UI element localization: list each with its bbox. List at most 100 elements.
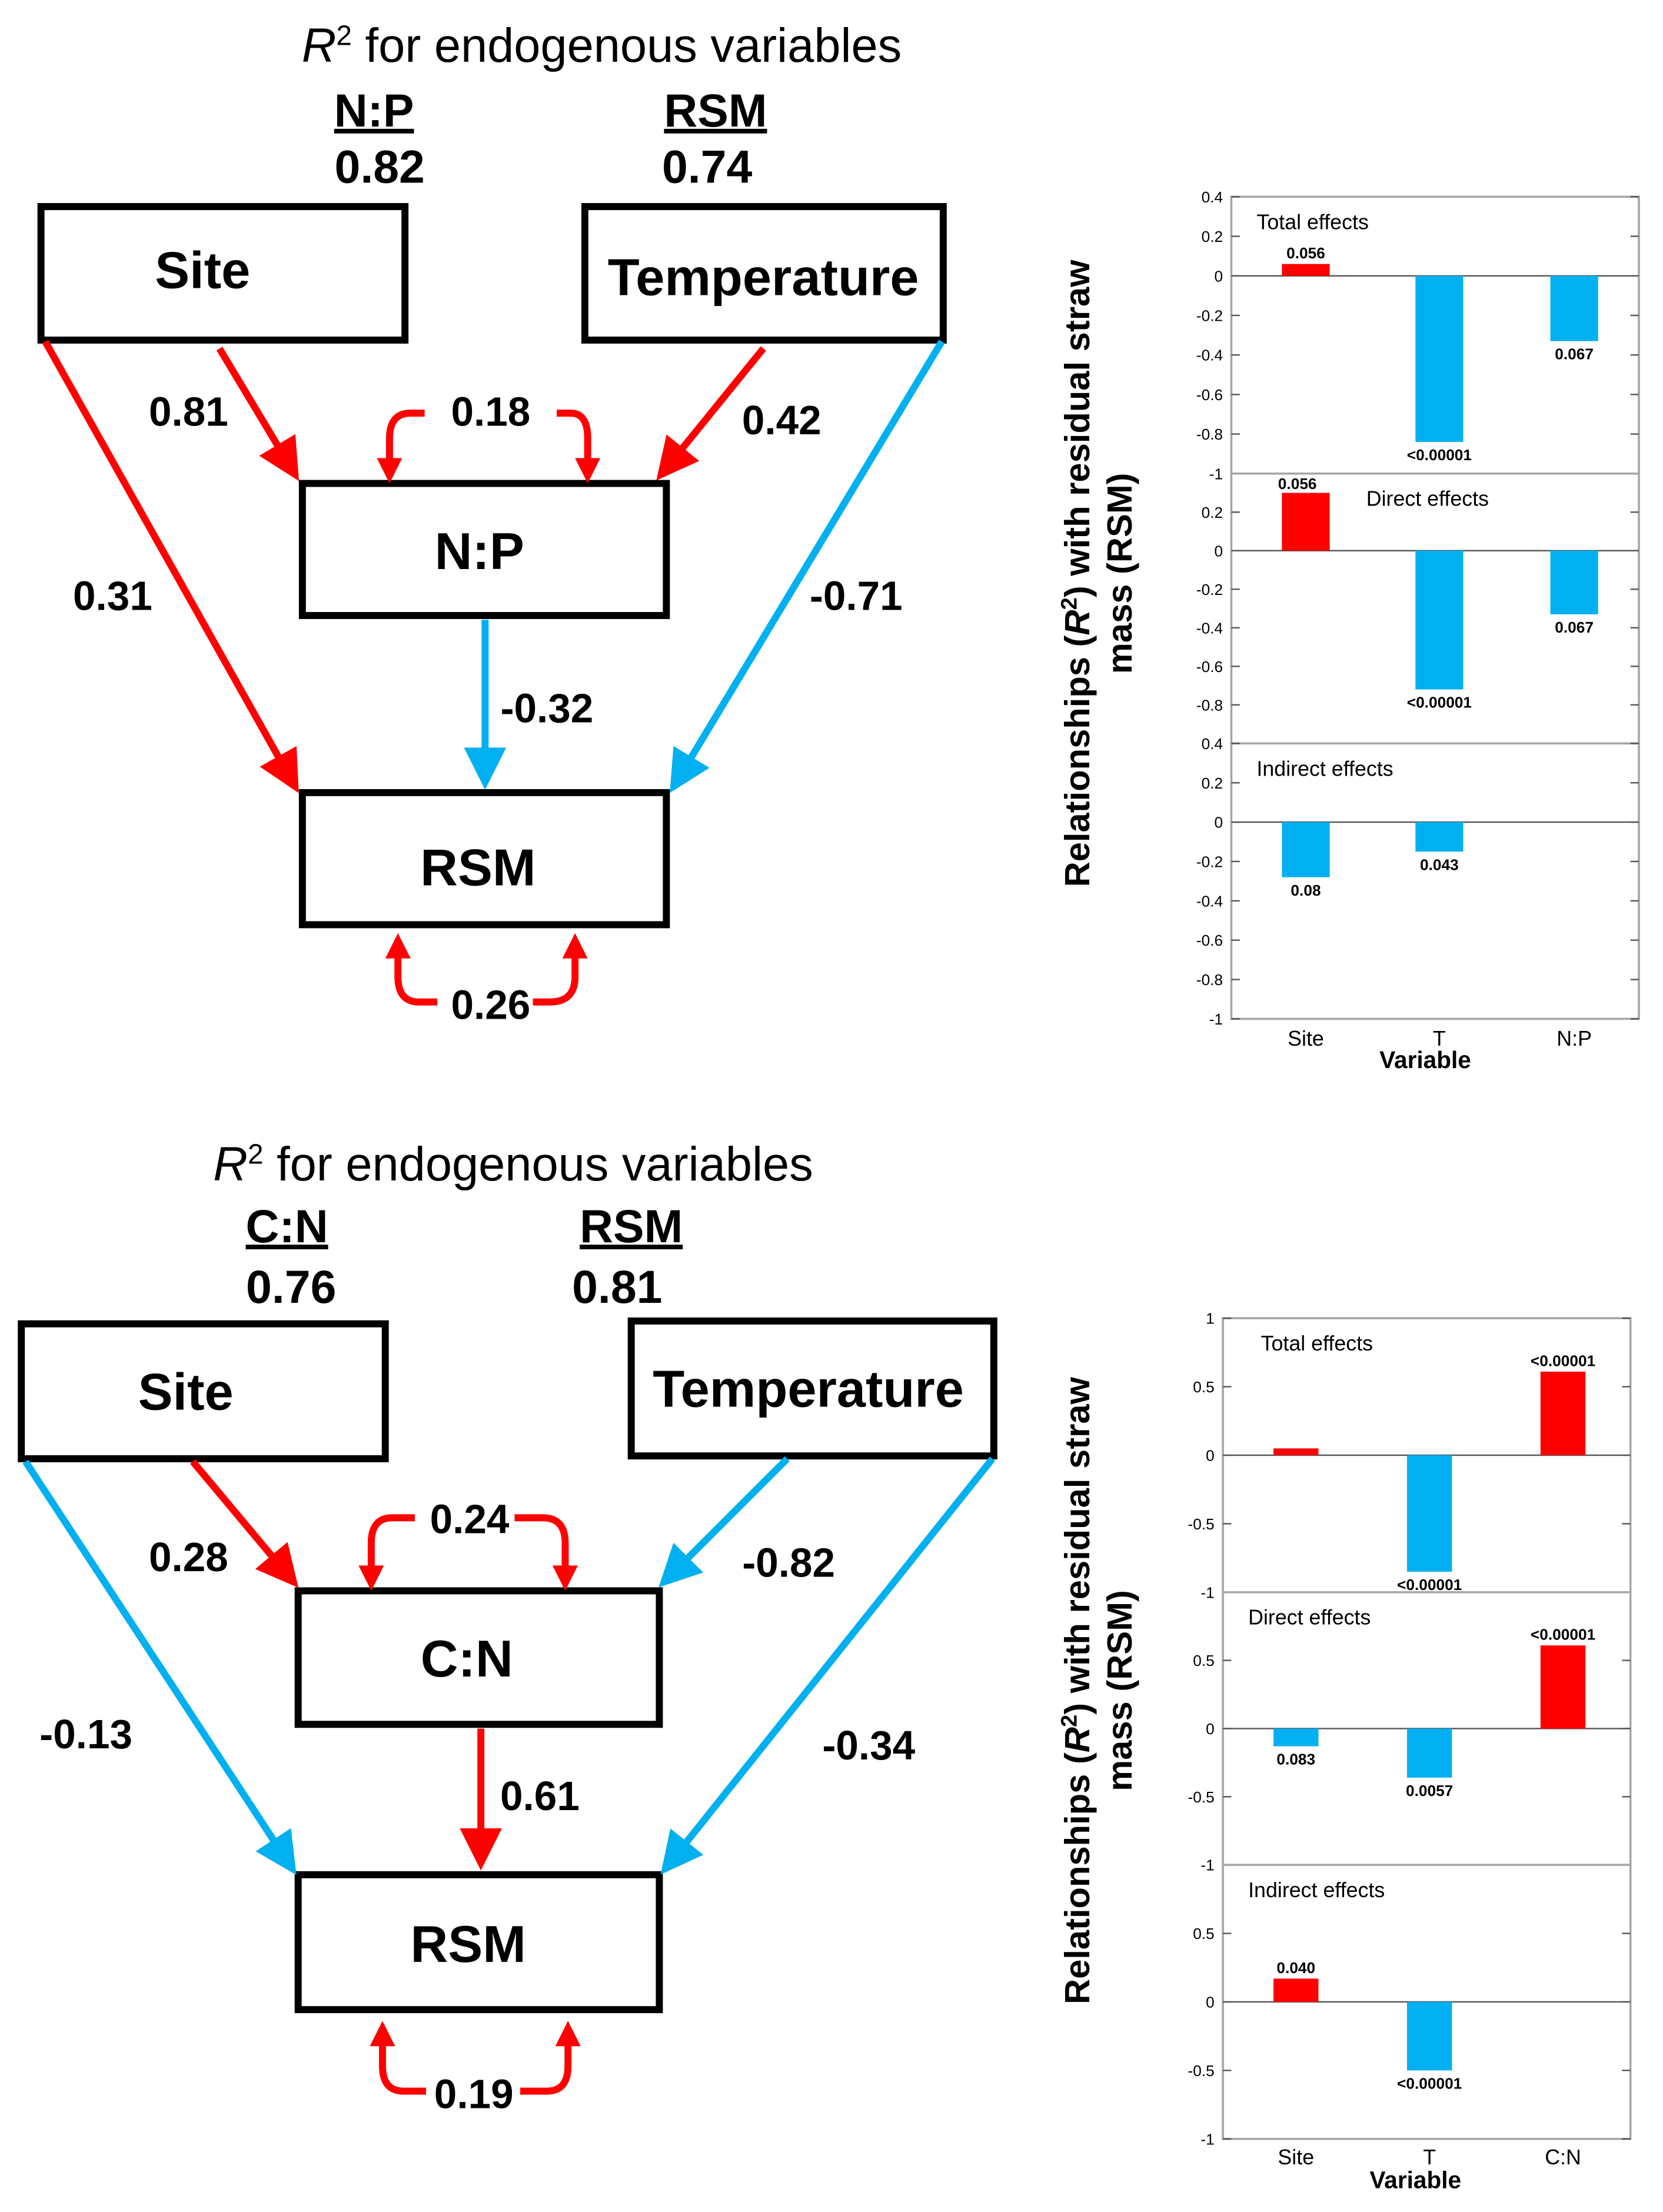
x-tick-label: C:N [1545,2146,1581,2169]
x-tick-label: T [1423,2146,1436,2169]
coef-mediator-loop: 0.24 [430,1496,510,1542]
r2-title-r: R [213,1138,248,1191]
bar-label: 0.08 [1291,882,1321,899]
y-axis-label: Relationships (R2) with residual straw [1057,260,1097,887]
y-axis-label-post: ) with residual straw [1057,1376,1097,1714]
y-axis-label-r: R [1057,1727,1097,1752]
effects-chart-2: 1 0.5 0 -0.5 -1 Total effects <0.00001 <0.00001… [1057,1310,1632,2193]
x-tick-label: N:P [1556,1027,1592,1050]
coef-temp-to-rsm: -0.71 [810,573,903,618]
coef-mediator-to-rsm: 0.61 [500,1773,580,1819]
y-tick-label: -1 [1200,2130,1214,2148]
y-tick-label: -0.5 [1188,1788,1215,1806]
coef-site-to-mediator: 0.81 [149,389,228,435]
bar-t [1415,275,1464,443]
arrow-temp-to-rsm [670,340,945,793]
y-tick-label: -0.2 [1196,581,1223,598]
y-tick-label: -1 [1200,1584,1214,1601]
bar-label: <0.00001 [1531,1352,1595,1369]
bar-t [1415,822,1464,852]
y-tick-label: -0.8 [1196,971,1223,989]
loop-arrow-rsm-heads [385,933,588,959]
bar-label: 0.043 [1420,856,1459,873]
subplot-indirect-effects: 0.5 0 -0.5 -1 Indirect effects 0.040 <0.00001 [1188,1864,1632,2148]
site-box-label: Site [155,241,250,300]
subplot-indirect-effects: 0.4 0.2 0 -0.2 -0.4 -0.6 -0.8 -1 Indirect effect… [1196,735,1640,1028]
subplot-title: Direct effects [1248,1606,1371,1629]
bar-np [1550,550,1598,614]
bar-np [1550,275,1598,341]
coef-site-to-rsm: -0.13 [39,1711,132,1757]
subplot-direct-effects: 0.5 0 -0.5 -1 Direct effects 0.083 0.0057 <0.00… [1188,1591,1632,1874]
y-tick-label: -0.2 [1196,853,1223,871]
y-axis-label-sup: 2 [1057,597,1082,610]
y-axis-label: Relationships (R2) with residual straw [1057,1376,1097,2004]
bar-label: <0.00001 [1397,1576,1462,1594]
arrow-site-to-mediator [189,1459,299,1588]
bar-label: <0.00001 [1407,694,1472,711]
r2-value-rsm: 0.74 [662,141,753,192]
arrow-temp-to-mediator [656,346,766,481]
bar-label-site-total: 0.056 [1278,475,1317,493]
subplot-total-effects: 1 0.5 0 -0.5 -1 Total effects <0.00001 <0.00001 [1188,1310,1632,1601]
y-tick-label: -0.8 [1196,696,1223,714]
y-tick-label: 0.4 [1202,188,1223,206]
subplot-title: Total effects [1261,1332,1373,1355]
coef-mediator-to-rsm: -0.32 [500,686,593,731]
coef-temp-to-mediator: -0.82 [742,1540,835,1586]
x-tick-label: Site [1278,2146,1314,2169]
bar-site [1282,264,1330,276]
bar-label: 0.040 [1276,1959,1315,1977]
bar-cn [1540,1645,1586,1729]
subplot-title: Indirect effects [1248,1878,1385,1902]
mediator-box-label: N:P [435,522,524,580]
y-tick-label: -0.6 [1196,386,1223,404]
y-tick-label: 0 [1206,1447,1215,1465]
r2-label-rsm: RSM [580,1200,683,1252]
x-axis-label: Variable [1369,2166,1461,2193]
subplot-title: Direct effects [1366,487,1489,511]
loop-arrow-rsm [394,944,579,1006]
arrow-site-to-mediator [216,347,300,481]
coef-temp-to-rsm: -0.34 [822,1722,915,1768]
y-tick-label: 0.5 [1193,1925,1215,1942]
plot-frame [1230,742,1640,1020]
bar-site [1282,822,1330,877]
r2-title-sup: 2 [248,1139,264,1170]
y-tick-label: 0.2 [1202,504,1223,521]
y-tick-label: -1 [1209,1010,1223,1028]
r2-value-mediator: 0.82 [335,141,425,192]
coef-site-to-mediator: 0.28 [149,1534,228,1580]
bar-t [1406,1455,1452,1572]
y-tick-label: 0 [1206,1994,1215,2011]
y-tick-label: -0.4 [1196,892,1223,910]
r2-value-mediator: 0.76 [246,1261,336,1313]
bar-site [1273,1978,1319,2002]
y-tick-label: 0.4 [1202,735,1223,753]
bar-label: 0.067 [1555,345,1594,363]
rsm-box [298,789,670,929]
loop-arrow-mediator-heads [358,1565,578,1591]
coef-mediator-loop: 0.18 [451,389,530,435]
y-tick-label: 0 [1214,814,1223,831]
r2-label-mediator: C:N [246,1200,328,1252]
bar-label: <0.00001 [1407,446,1472,464]
r2-title-1: R2 for endogenous variables [302,19,902,72]
loop-arrow-rsm-heads [370,2021,581,2047]
r2-title-sup: 2 [336,20,352,51]
y-tick-label: -1 [1209,465,1223,483]
effects-charts: 0.4 0.2 0 -0.2 -0.4 -0.6 -0.8 -1 Total effects 0.… [1057,188,1640,2193]
r2-label-mediator: N:P [334,85,414,137]
y-tick-label: 1 [1206,1310,1215,1328]
loop-arrow-mediator [385,410,591,473]
y-tick-label: -0.8 [1196,425,1223,443]
bar-t [1406,1728,1452,1778]
y-tick-label: -0.5 [1188,2062,1215,2080]
y-tick-label: -0.2 [1196,307,1223,325]
y-tick-label: -0.6 [1196,658,1223,676]
coef-rsm-loop: 0.19 [434,2071,514,2117]
y-axis-label-pre: Relationships ( [1057,1752,1097,2004]
bar-label: 0.056 [1286,244,1325,262]
bar-label: 0.083 [1276,1751,1315,1768]
